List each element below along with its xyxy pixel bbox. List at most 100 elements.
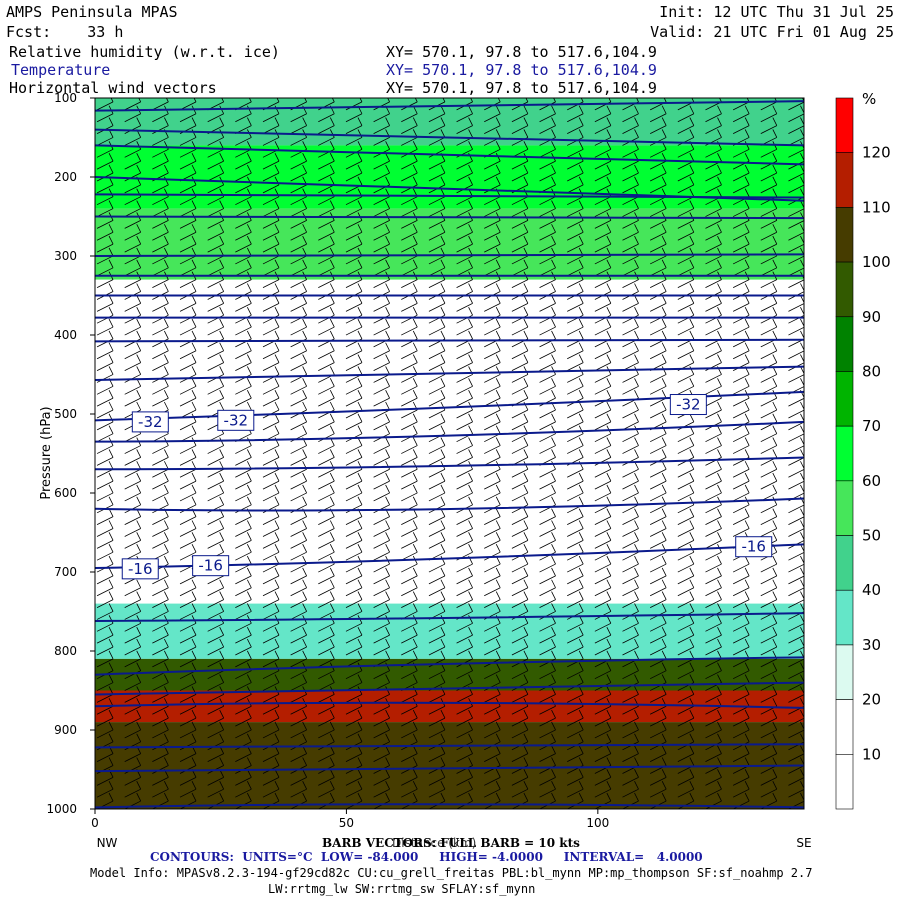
wind-barb xyxy=(428,224,446,241)
wind-barb xyxy=(207,307,225,324)
wind-barb xyxy=(318,425,335,443)
wind-barb xyxy=(345,532,363,549)
wind-barb xyxy=(567,472,584,490)
temperature-contour-15 xyxy=(95,497,804,512)
wind-barb xyxy=(539,259,556,277)
wind-barb xyxy=(235,164,252,182)
wind-barb xyxy=(401,200,418,217)
wind-barb xyxy=(428,413,446,431)
wind-barb xyxy=(622,259,639,277)
wind-barb xyxy=(484,354,501,371)
wind-barb xyxy=(484,449,501,466)
wind-barb xyxy=(539,745,556,763)
wind-barb xyxy=(456,307,473,324)
wind-barb xyxy=(732,437,750,454)
colorbar-label-100: 100 xyxy=(862,253,891,271)
wind-barb xyxy=(96,638,114,656)
wind-barb xyxy=(290,579,308,597)
contour-label-box-3 xyxy=(121,558,159,580)
temperature-contour-21 xyxy=(95,743,804,749)
wind-barb xyxy=(318,259,335,277)
wind-barb xyxy=(732,709,750,727)
wind-barb xyxy=(484,709,501,727)
wind-barb xyxy=(594,342,612,360)
wind-barb xyxy=(622,295,639,312)
colorbar-label-60: 60 xyxy=(862,472,881,490)
wind-barb xyxy=(567,200,584,217)
wind-barb xyxy=(484,389,501,407)
wind-barb xyxy=(677,532,695,549)
wind-barb xyxy=(484,295,501,312)
wind-barb xyxy=(318,200,335,217)
wind-barb xyxy=(732,603,750,620)
wind-barb xyxy=(567,235,584,253)
wind-barb xyxy=(705,792,722,809)
wind-barb xyxy=(235,698,252,715)
wind-barb xyxy=(732,686,750,703)
wind-barb xyxy=(705,295,722,312)
wind-barb xyxy=(705,437,722,454)
wind-barb xyxy=(318,674,335,691)
wind-barb xyxy=(649,318,667,336)
wind-barb xyxy=(152,626,169,644)
wind-barb xyxy=(732,224,750,241)
wind-barb xyxy=(290,520,308,537)
wind-barb xyxy=(235,342,252,360)
wind-barb xyxy=(124,484,142,502)
wind-barb xyxy=(207,378,225,395)
wind-barb xyxy=(290,152,308,170)
wind-barb xyxy=(290,567,308,585)
wind-barb xyxy=(484,591,501,608)
wind-barb xyxy=(484,508,501,526)
wind-barb xyxy=(539,354,556,371)
wind-barbs xyxy=(96,98,804,809)
wind-barb xyxy=(235,437,252,454)
wind-barb xyxy=(96,674,114,691)
temperature-contour-0 xyxy=(95,100,804,112)
wind-barb xyxy=(567,105,584,123)
wind-barb xyxy=(649,555,667,573)
wind-barb xyxy=(318,769,335,786)
wind-barb xyxy=(539,413,556,431)
wind-barb xyxy=(567,425,584,443)
wind-barb xyxy=(594,224,612,241)
wind-barb xyxy=(594,508,612,526)
wind-barb xyxy=(649,532,667,549)
wind-barb xyxy=(290,164,308,182)
wind-barb xyxy=(539,544,556,561)
y-axis-label: Pressure (hPa) xyxy=(39,406,54,499)
wind-barb xyxy=(179,472,197,490)
wind-barb xyxy=(318,721,335,739)
wind-barb xyxy=(760,496,778,514)
wind-barb xyxy=(152,650,169,668)
wind-barb xyxy=(594,745,612,763)
wind-barb xyxy=(649,591,667,608)
wind-barb xyxy=(235,781,252,798)
wind-barb xyxy=(760,318,778,336)
wind-barb xyxy=(649,117,667,134)
wind-barb xyxy=(318,235,335,253)
wind-barb xyxy=(594,188,612,206)
wind-barb xyxy=(373,709,390,727)
wind-barb xyxy=(428,555,446,573)
wind-barb xyxy=(428,164,446,182)
wind-barb xyxy=(539,650,556,668)
wind-barb xyxy=(594,555,612,573)
wind-barb xyxy=(96,235,114,253)
wind-barb xyxy=(760,579,778,597)
wind-barb xyxy=(511,295,529,312)
wind-barb xyxy=(705,520,722,537)
wind-barb xyxy=(484,532,501,549)
wind-barb xyxy=(511,342,529,360)
wind-barb xyxy=(705,508,722,526)
field-temperature-label: Temperature xyxy=(11,61,111,79)
wind-barb xyxy=(179,449,197,466)
wind-barb xyxy=(262,520,280,537)
wind-barb xyxy=(152,389,169,407)
wind-barb xyxy=(318,224,335,241)
wind-barb xyxy=(567,626,584,644)
temperature-contour-16 xyxy=(95,543,804,570)
wind-barb xyxy=(649,508,667,526)
wind-barb xyxy=(484,769,501,786)
wind-barb xyxy=(345,769,363,786)
